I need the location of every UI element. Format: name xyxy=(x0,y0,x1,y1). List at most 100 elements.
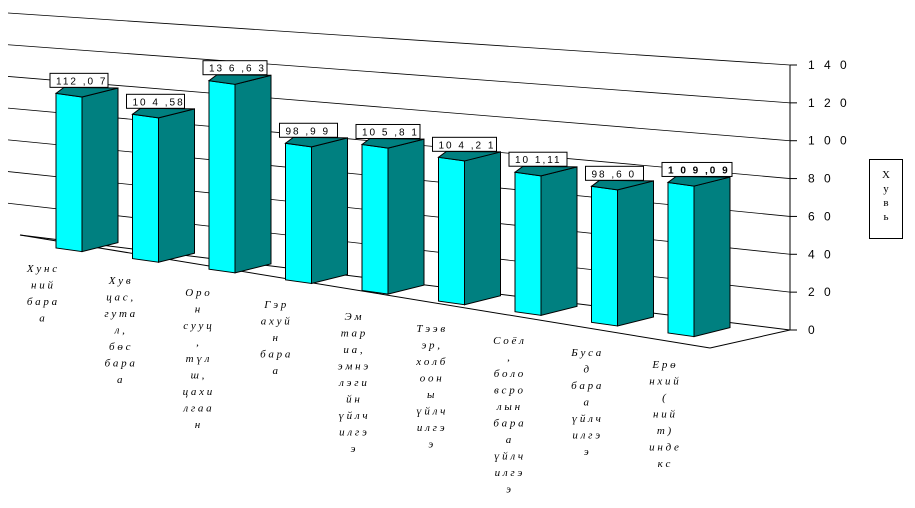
bar-top xyxy=(360,137,425,149)
category-label-line: а xyxy=(39,313,45,325)
y-tick-label: 0 xyxy=(808,323,818,337)
category-label-line: н и й xyxy=(31,280,53,292)
category-label-line: д xyxy=(583,364,589,376)
gridline xyxy=(7,44,791,104)
category-label-line: , xyxy=(507,352,510,364)
category-label-line: Б у с а xyxy=(570,347,602,359)
category-label-line: б ө с xyxy=(109,341,131,353)
bar-side xyxy=(540,166,578,317)
category-label-line: с у у ц xyxy=(183,320,212,332)
category-label: Г э р а х у й н б а р а а xyxy=(260,299,291,377)
category-label-line: б а р а xyxy=(105,358,136,370)
bar-side xyxy=(693,176,731,338)
y-tick-label: 6 0 xyxy=(808,209,834,223)
data-label: 98 ,9 9 xyxy=(286,126,331,137)
category-label: Э м т а р и а , э м н э л э г и й н ү й л ч и л… xyxy=(338,311,369,455)
bar-top xyxy=(590,179,654,191)
category-label-line: т а р xyxy=(341,328,366,340)
data-label: 10 4 ,2 1 xyxy=(439,140,496,151)
bar-top xyxy=(54,86,119,98)
bar-front xyxy=(55,92,83,253)
category-label-line: ү й л ч xyxy=(572,413,601,425)
data-labels: 112 ,0 7 10 4 ,58 13 6 ,6 3 98 ,9 9 10 5 ,8 … xyxy=(49,60,733,181)
gridline xyxy=(7,76,791,142)
bar-front xyxy=(514,171,542,316)
category-label-line: б а р а xyxy=(260,349,291,361)
data-label-box xyxy=(508,151,568,167)
data-label: 10 1,11 xyxy=(515,155,562,166)
y-tick-label: 2 0 xyxy=(808,285,834,299)
data-label-box xyxy=(661,161,733,177)
bar-front xyxy=(438,156,465,306)
category-label-line: ц а с , xyxy=(106,292,133,304)
category-label-line: б а р а xyxy=(571,380,602,392)
category-label-line: и л г э xyxy=(339,427,367,439)
category-label-line: С о ё л xyxy=(493,335,524,347)
bar-top xyxy=(513,165,578,177)
category-label-line: ( xyxy=(662,392,667,404)
category-label-line: Э м xyxy=(345,311,362,323)
bar-front xyxy=(132,113,159,263)
category-label-line: э р , xyxy=(421,340,440,352)
bars xyxy=(54,74,731,338)
category-label-line: л э г и xyxy=(338,377,367,389)
data-label-box xyxy=(126,93,185,109)
data-label-box xyxy=(202,60,268,76)
category-label-line: н xyxy=(195,419,201,431)
data-label: 13 6 ,6 3 xyxy=(209,64,266,75)
floor-right-edge xyxy=(709,329,791,349)
bar-side xyxy=(387,138,425,295)
category-label-line: , xyxy=(196,337,199,349)
category-label-line: э xyxy=(428,439,433,451)
bar-side xyxy=(158,108,195,263)
y-axis-label: Хувь xyxy=(882,169,890,223)
category-label-line: и л г э xyxy=(572,430,600,442)
category-label-line: т ) xyxy=(657,425,672,437)
data-label: 98 ,6 0 xyxy=(592,169,637,180)
category-label-line: э м н э xyxy=(338,361,369,373)
y-tick-labels: 0 2 0 4 0 6 0 8 0 1 0 0 1 2 0 1 4 0 xyxy=(808,58,850,337)
category-label-line: н х и й xyxy=(649,376,679,388)
data-label: 112 ,0 7 xyxy=(56,76,107,87)
category-label-line: Е р ө xyxy=(651,359,676,371)
category-label-line: а xyxy=(273,365,279,377)
bar-front xyxy=(285,142,312,285)
data-label-box xyxy=(355,123,421,139)
y-tick-label: 8 0 xyxy=(808,172,834,186)
category-label-line: а xyxy=(506,434,512,446)
category-label-line: й н xyxy=(346,394,360,406)
category-label-line: к с xyxy=(658,458,671,470)
y-tick-label: 1 4 0 xyxy=(808,58,850,72)
category-label: Б у с а д б а р а а ү й л ч и л г э э xyxy=(570,347,602,458)
category-label-line: э xyxy=(506,484,511,496)
category-label-line: о о н xyxy=(420,373,443,385)
gridline xyxy=(7,12,791,66)
category-label-line: л , xyxy=(114,325,126,337)
bar-front xyxy=(208,80,236,274)
category-labels: Х у н с н и й б а р а а Х у в ц а с , г у т а л… xyxy=(26,263,679,496)
y-axis-label-box: Хувь xyxy=(869,159,903,239)
category-label-line: ү й л ч xyxy=(494,451,523,463)
bar-side xyxy=(464,151,501,306)
category-label-line: ц а х и xyxy=(183,386,213,398)
data-label-box xyxy=(432,136,497,152)
category-label-line: л г а а xyxy=(182,403,212,415)
bar-side xyxy=(81,87,119,253)
data-label-box xyxy=(49,72,109,88)
category-label-line: н xyxy=(273,332,279,344)
category-label: Х у в ц а с , г у т а л , б ө с б а р а а xyxy=(104,275,135,386)
bar-front xyxy=(361,143,389,295)
y-tick-label: 4 0 xyxy=(808,247,834,261)
category-label-line: ш , xyxy=(191,370,205,382)
bar-side xyxy=(234,74,272,274)
category-label-line: э xyxy=(584,446,589,458)
data-label: 1 0 9 ,0 9 xyxy=(668,165,730,176)
category-label-line: г у т а xyxy=(104,308,135,320)
category-label: О р о н с у у ц, т ү л ш , ц а х и л г а а н xyxy=(182,287,212,431)
category-label-line: н и й xyxy=(653,409,675,421)
category-label-line: э xyxy=(351,443,356,455)
bar-top xyxy=(207,74,272,85)
category-label-line: т ү л xyxy=(186,353,210,365)
